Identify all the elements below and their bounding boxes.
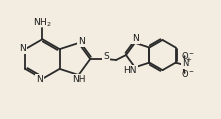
Text: HN: HN: [123, 66, 137, 75]
Text: N: N: [133, 34, 139, 43]
Text: N: N: [19, 44, 26, 53]
Text: +: +: [185, 57, 191, 63]
Text: N: N: [36, 75, 43, 84]
Text: N: N: [78, 37, 85, 46]
Text: O$^-$: O$^-$: [181, 68, 195, 79]
Text: N: N: [182, 59, 188, 68]
Text: S: S: [103, 52, 109, 61]
Text: NH$_2$: NH$_2$: [33, 17, 52, 29]
Text: O$^-$: O$^-$: [181, 50, 195, 61]
Text: NH: NH: [72, 75, 85, 84]
